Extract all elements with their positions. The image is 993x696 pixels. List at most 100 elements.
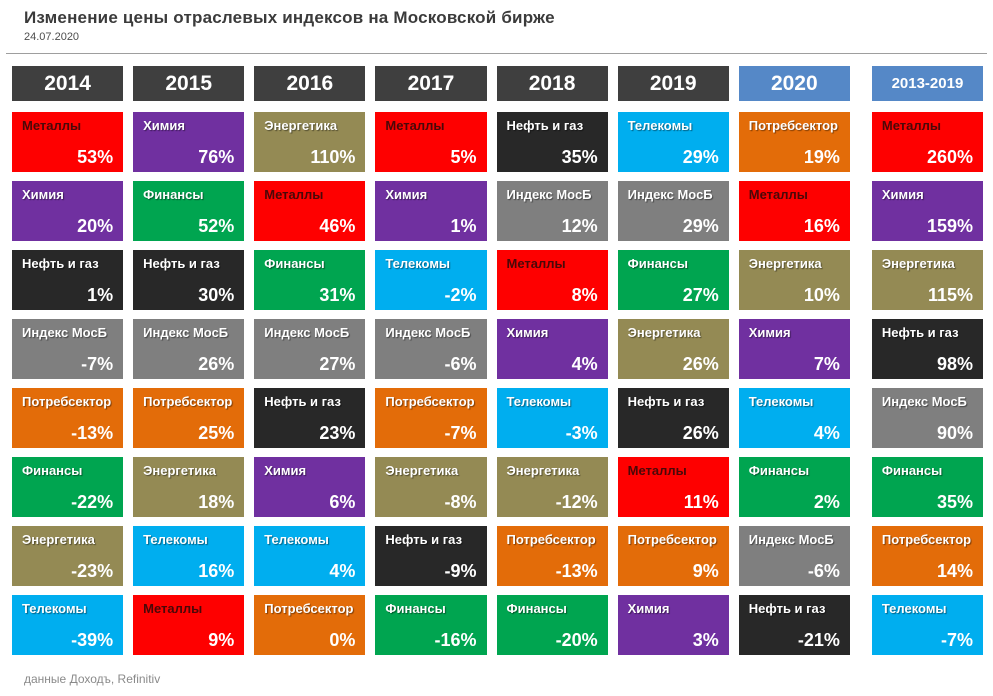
sector-cell: Финансы -22% [12, 457, 124, 517]
sector-label: Финансы [385, 601, 446, 616]
column-cells: Нефть и газ 35% Индекс МосБ 12% Металлы 8% Хим… [496, 112, 608, 655]
sector-label: Металлы [627, 463, 687, 478]
sector-cell: Финансы 2% [738, 457, 850, 517]
sector-cell: Телекомы 4% [254, 526, 366, 586]
column-header-2019: 2019 [617, 66, 729, 101]
sector-cell: Металлы 5% [375, 112, 487, 172]
sector-label: Нефть и газ [506, 118, 584, 133]
sector-label: Нефть и газ [264, 394, 341, 409]
sector-cell: Потребсектор -13% [496, 526, 608, 586]
titlebar: Изменение цены отраслевых индексов на Мо… [0, 6, 993, 43]
sector-value: 16% [198, 561, 235, 581]
sector-label: Энергетика [385, 463, 459, 478]
sector-value: -22% [71, 492, 114, 512]
year-column-2015: 2015 Химия 76% Финансы 52% Нефть и газ 30% Инде… [133, 66, 245, 655]
sector-cell: Потребсектор 25% [133, 388, 245, 448]
sector-value: -13% [555, 561, 598, 581]
sector-label: Индекс МосБ [627, 187, 713, 202]
sector-cell: Нефть и газ 23% [254, 388, 366, 448]
sector-cell: Нефть и газ 26% [617, 388, 729, 448]
sector-label: Химия [506, 325, 549, 340]
sector-value: 4% [813, 423, 840, 443]
column-cells: Металлы 5% Химия 1% Телекомы -2% Индекс МосБ -6… [375, 112, 487, 655]
sector-value: 10% [803, 285, 840, 305]
sector-cell: Нефть и газ 98% [871, 319, 983, 379]
sector-cell: Финансы 27% [617, 250, 729, 310]
sector-cell: Финансы -16% [375, 595, 487, 655]
sector-cell: Химия 159% [871, 181, 983, 241]
sector-value: 9% [692, 561, 719, 581]
sector-label: Металлы [385, 118, 445, 133]
sector-value: 90% [936, 423, 973, 443]
sector-label: Химия [264, 463, 307, 478]
sector-cell: Металлы 9% [133, 595, 245, 655]
sector-value: -7% [444, 423, 477, 443]
sector-cell: Индекс МосБ 26% [133, 319, 245, 379]
sector-value: -39% [71, 630, 114, 650]
sector-label: Телекомы [385, 256, 451, 271]
sector-cell: Потребсектор 0% [254, 595, 366, 655]
sector-cell: Химия 6% [254, 457, 366, 517]
sector-label: Металлы [22, 118, 82, 133]
sector-cell: Химия 7% [738, 319, 850, 379]
sector-cell: Энергетика -8% [375, 457, 487, 517]
sector-value: 3% [692, 630, 719, 650]
sector-value: 23% [319, 423, 356, 443]
year-column-2013-2019: 2013-2019 Металлы 260% Химия 159% Энергетика 1… [871, 66, 983, 655]
sector-label: Индекс МосБ [143, 325, 229, 340]
sector-value: 8% [571, 285, 598, 305]
sector-value: 46% [319, 216, 356, 236]
sector-cell: Химия 76% [133, 112, 245, 172]
sector-value: 26% [682, 423, 719, 443]
column-header-2013-2019: 2013-2019 [871, 66, 983, 101]
sector-value: 52% [198, 216, 235, 236]
sector-label: Телекомы [22, 601, 87, 616]
sector-label: Финансы [748, 463, 810, 478]
sector-label: Металлы [143, 601, 203, 616]
sector-cell: Химия 1% [375, 181, 487, 241]
sector-cell: Энергетика 115% [871, 250, 983, 310]
sector-label: Индекс МосБ [264, 325, 350, 340]
sector-value: 12% [561, 216, 598, 236]
sector-label: Финансы [143, 187, 204, 202]
column-cells: Металлы 53% Химия 20% Нефть и газ 1% Индекс Мо… [12, 112, 124, 655]
sector-cell: Финансы 35% [871, 457, 983, 517]
sector-value: 29% [682, 216, 719, 236]
sector-label: Химия [385, 187, 428, 202]
sector-cell: Нефть и газ 1% [12, 250, 124, 310]
sector-cell: Телекомы 16% [133, 526, 245, 586]
sector-label: Химия [881, 187, 924, 202]
sector-cell: Энергетика 110% [254, 112, 366, 172]
sector-value: -13% [71, 423, 114, 443]
sector-label: Потребсектор [22, 394, 112, 409]
sector-value: 7% [813, 354, 840, 374]
sector-cell: Металлы 260% [871, 112, 983, 172]
sector-label: Энергетика [627, 325, 701, 340]
column-header-2014: 2014 [12, 66, 124, 101]
sector-value: 26% [682, 354, 719, 374]
sector-cell: Телекомы -2% [375, 250, 487, 310]
sector-cell: Телекомы 29% [617, 112, 729, 172]
sector-cell: Потребсектор -7% [375, 388, 487, 448]
sector-value: 0% [329, 630, 356, 650]
sector-label: Энергетика [748, 256, 822, 271]
sector-value: 4% [329, 561, 356, 581]
sector-cell: Нефть и газ -21% [738, 595, 850, 655]
sector-label: Финансы [506, 601, 567, 616]
sector-cell: Потребсектор -13% [12, 388, 124, 448]
sector-value: 30% [198, 285, 235, 305]
sector-value: 115% [927, 285, 973, 305]
sector-value: -23% [71, 561, 114, 581]
sector-label: Потребсектор [506, 532, 596, 547]
sector-cell: Энергетика -12% [496, 457, 608, 517]
sector-value: 18% [198, 492, 235, 512]
year-column-2018: 2018 Нефть и газ 35% Индекс МосБ 12% Металлы 8… [496, 66, 608, 655]
sector-label: Металлы [264, 187, 324, 202]
sector-label: Потребсектор [385, 394, 475, 409]
sector-value: 25% [198, 423, 235, 443]
sector-value: 27% [682, 285, 719, 305]
sector-cell: Нефть и газ 35% [496, 112, 608, 172]
sector-value: -8% [444, 492, 477, 512]
sector-label: Энергетика [143, 463, 216, 478]
